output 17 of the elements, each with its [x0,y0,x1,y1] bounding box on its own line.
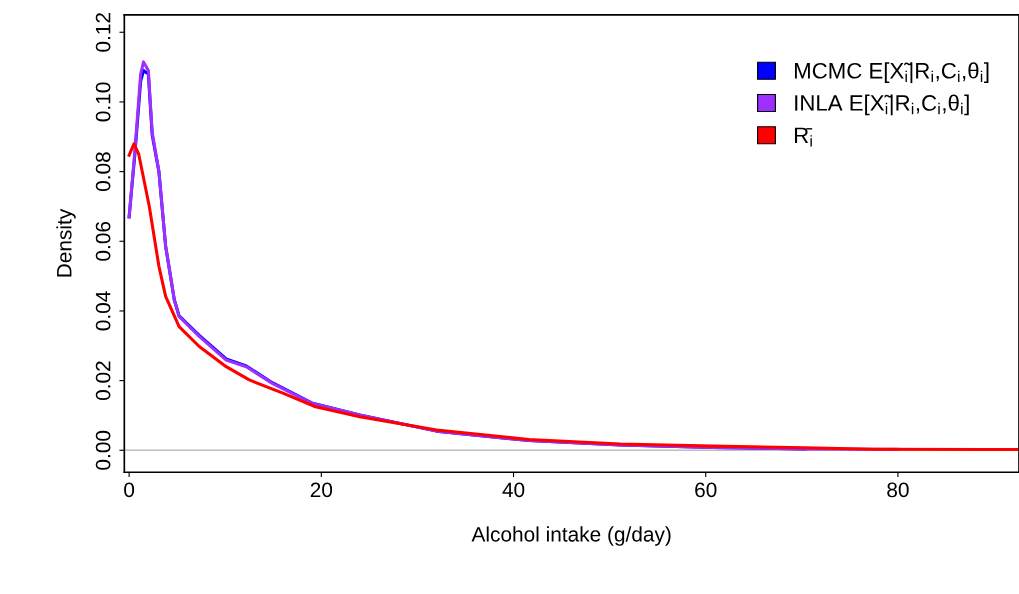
y-tick-label: 0.06 [95,221,111,261]
y-tick-label: 0.08 [95,152,111,192]
y-axis-title: Density [56,208,76,277]
y-tick-label: 0.12 [95,13,111,52]
y-tick-label: 0.00 [95,430,111,470]
text: INLA E[X̃$_{i}$|R$_{i}$,C$_{i}$,θ$_{i}$] [795,94,969,116]
x-tick-label: 60 [695,482,717,498]
text: MCMC E[X̃$_{i}$|R$_{i}$,C$_{i}$,θ$_{i}$] [794,62,989,84]
y-tick-label: 0.04 [95,291,111,331]
x-tick-label: 20 [310,482,333,498]
y-tick-label: 0.02 [95,361,111,401]
x-tick-label: 40 [502,482,525,498]
y-tick-label: 0.10 [95,82,111,122]
x-tick-label: 80 [887,482,909,498]
x-axis-title: Alcohol intake (g/day) [471,526,671,546]
x-tick-label: 0 [124,482,135,498]
legend-label: R̄$_{i}$ [794,127,813,147]
